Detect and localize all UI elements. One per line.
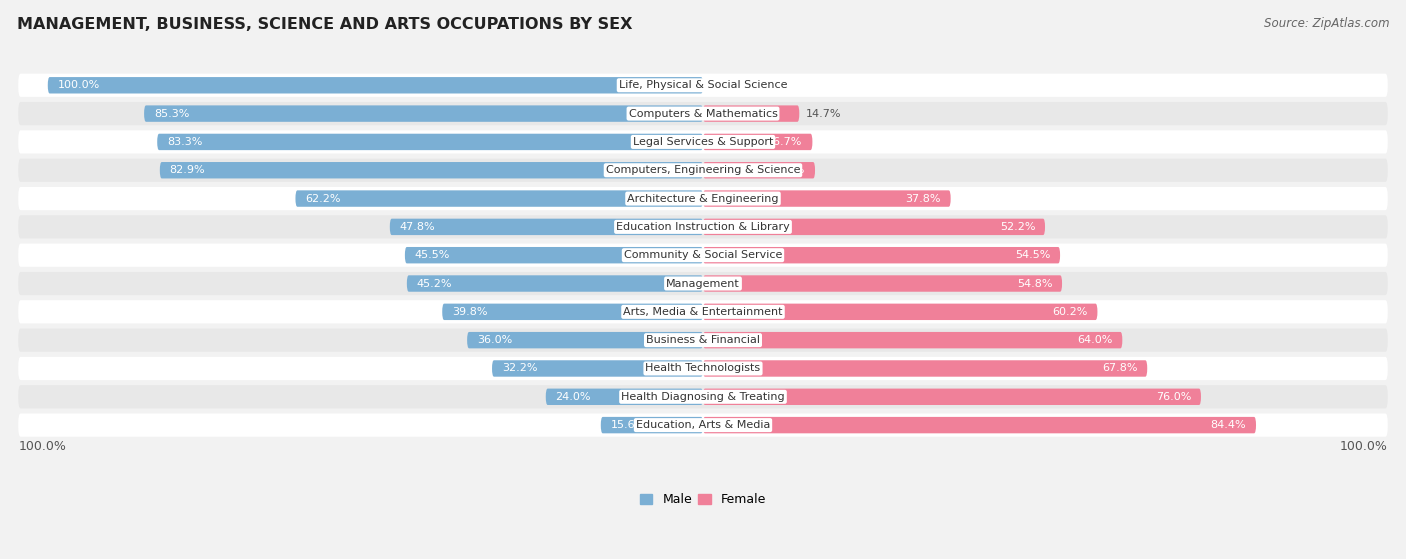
FancyBboxPatch shape xyxy=(703,219,1045,235)
Text: Legal Services & Support: Legal Services & Support xyxy=(633,137,773,147)
Legend: Male, Female: Male, Female xyxy=(636,488,770,511)
Text: 16.7%: 16.7% xyxy=(768,137,803,147)
Text: Architecture & Engineering: Architecture & Engineering xyxy=(627,193,779,203)
FancyBboxPatch shape xyxy=(443,304,703,320)
Text: Education, Arts & Media: Education, Arts & Media xyxy=(636,420,770,430)
FancyBboxPatch shape xyxy=(703,191,950,207)
Text: Education Instruction & Library: Education Instruction & Library xyxy=(616,222,790,232)
FancyBboxPatch shape xyxy=(18,244,1388,267)
FancyBboxPatch shape xyxy=(18,130,1388,154)
Text: 37.8%: 37.8% xyxy=(905,193,941,203)
Text: 39.8%: 39.8% xyxy=(453,307,488,317)
FancyBboxPatch shape xyxy=(18,272,1388,295)
FancyBboxPatch shape xyxy=(18,414,1388,437)
Text: 52.2%: 52.2% xyxy=(1000,222,1035,232)
Text: 64.0%: 64.0% xyxy=(1077,335,1112,345)
FancyBboxPatch shape xyxy=(703,134,813,150)
FancyBboxPatch shape xyxy=(295,191,703,207)
Text: 0.0%: 0.0% xyxy=(710,80,738,91)
Text: 32.2%: 32.2% xyxy=(502,363,537,373)
FancyBboxPatch shape xyxy=(546,389,703,405)
FancyBboxPatch shape xyxy=(703,304,1098,320)
Text: 100.0%: 100.0% xyxy=(58,80,100,91)
FancyBboxPatch shape xyxy=(703,106,800,122)
FancyBboxPatch shape xyxy=(18,187,1388,210)
FancyBboxPatch shape xyxy=(600,417,703,433)
Text: 100.0%: 100.0% xyxy=(1340,440,1388,453)
FancyBboxPatch shape xyxy=(492,360,703,377)
Text: 54.8%: 54.8% xyxy=(1017,278,1052,288)
FancyBboxPatch shape xyxy=(18,329,1388,352)
Text: 36.0%: 36.0% xyxy=(477,335,512,345)
Text: Computers & Mathematics: Computers & Mathematics xyxy=(628,108,778,119)
Text: 82.9%: 82.9% xyxy=(170,165,205,175)
Text: 47.8%: 47.8% xyxy=(399,222,436,232)
Text: 17.1%: 17.1% xyxy=(770,165,806,175)
FancyBboxPatch shape xyxy=(18,102,1388,125)
Text: Computers, Engineering & Science: Computers, Engineering & Science xyxy=(606,165,800,175)
Text: 24.0%: 24.0% xyxy=(555,392,591,402)
Text: MANAGEMENT, BUSINESS, SCIENCE AND ARTS OCCUPATIONS BY SEX: MANAGEMENT, BUSINESS, SCIENCE AND ARTS O… xyxy=(17,17,633,32)
FancyBboxPatch shape xyxy=(703,417,1256,433)
FancyBboxPatch shape xyxy=(703,389,1201,405)
Text: Arts, Media & Entertainment: Arts, Media & Entertainment xyxy=(623,307,783,317)
FancyBboxPatch shape xyxy=(389,219,703,235)
FancyBboxPatch shape xyxy=(157,134,703,150)
FancyBboxPatch shape xyxy=(405,247,703,263)
Text: Community & Social Service: Community & Social Service xyxy=(624,250,782,260)
FancyBboxPatch shape xyxy=(143,106,703,122)
Text: 45.2%: 45.2% xyxy=(416,278,453,288)
Text: 45.5%: 45.5% xyxy=(415,250,450,260)
Text: 76.0%: 76.0% xyxy=(1156,392,1191,402)
FancyBboxPatch shape xyxy=(467,332,703,348)
Text: 85.3%: 85.3% xyxy=(153,108,190,119)
FancyBboxPatch shape xyxy=(160,162,703,178)
FancyBboxPatch shape xyxy=(703,247,1060,263)
Text: Management: Management xyxy=(666,278,740,288)
FancyBboxPatch shape xyxy=(703,360,1147,377)
FancyBboxPatch shape xyxy=(18,215,1388,239)
FancyBboxPatch shape xyxy=(18,357,1388,380)
Text: Health Technologists: Health Technologists xyxy=(645,363,761,373)
Text: Business & Financial: Business & Financial xyxy=(645,335,761,345)
Text: 60.2%: 60.2% xyxy=(1052,307,1088,317)
Text: 84.4%: 84.4% xyxy=(1211,420,1246,430)
Text: 100.0%: 100.0% xyxy=(18,440,66,453)
FancyBboxPatch shape xyxy=(48,77,703,93)
FancyBboxPatch shape xyxy=(18,159,1388,182)
Text: 54.5%: 54.5% xyxy=(1015,250,1050,260)
FancyBboxPatch shape xyxy=(703,332,1122,348)
FancyBboxPatch shape xyxy=(703,162,815,178)
Text: 62.2%: 62.2% xyxy=(305,193,340,203)
FancyBboxPatch shape xyxy=(18,300,1388,324)
Text: Life, Physical & Social Science: Life, Physical & Social Science xyxy=(619,80,787,91)
Text: 15.6%: 15.6% xyxy=(610,420,645,430)
FancyBboxPatch shape xyxy=(18,74,1388,97)
Text: 14.7%: 14.7% xyxy=(806,108,841,119)
Text: 83.3%: 83.3% xyxy=(167,137,202,147)
Text: Source: ZipAtlas.com: Source: ZipAtlas.com xyxy=(1264,17,1389,30)
Text: Health Diagnosing & Treating: Health Diagnosing & Treating xyxy=(621,392,785,402)
FancyBboxPatch shape xyxy=(703,275,1062,292)
Text: 67.8%: 67.8% xyxy=(1102,363,1137,373)
FancyBboxPatch shape xyxy=(406,275,703,292)
FancyBboxPatch shape xyxy=(18,385,1388,409)
